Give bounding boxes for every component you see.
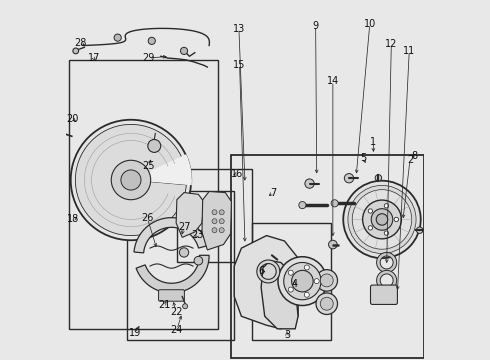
Circle shape [219,228,224,233]
Circle shape [148,139,161,152]
Circle shape [316,270,338,291]
Circle shape [416,227,423,233]
Text: 8: 8 [411,150,417,161]
Circle shape [368,226,372,230]
Text: 25: 25 [143,161,155,171]
Circle shape [73,48,78,54]
Text: 7: 7 [270,188,276,198]
Circle shape [292,270,313,292]
Circle shape [299,202,306,209]
FancyBboxPatch shape [159,290,184,301]
Text: 22: 22 [170,307,182,317]
Circle shape [194,256,203,265]
Circle shape [375,175,382,181]
Text: 10: 10 [364,19,376,29]
Text: 23: 23 [192,230,204,239]
Text: 13: 13 [233,24,245,34]
Circle shape [121,170,141,190]
Circle shape [148,37,155,44]
Bar [126,191,234,339]
FancyBboxPatch shape [370,285,397,305]
Circle shape [384,231,389,235]
Polygon shape [134,218,208,253]
Circle shape [288,270,294,275]
Circle shape [348,185,416,253]
Text: 14: 14 [327,76,339,86]
Circle shape [329,240,337,249]
Text: 3: 3 [284,330,290,340]
Text: 28: 28 [74,38,87,48]
Text: 1: 1 [370,138,376,147]
Wedge shape [131,154,192,185]
Circle shape [219,210,224,215]
Circle shape [371,209,393,230]
Circle shape [363,200,401,239]
Text: 2: 2 [407,155,413,165]
Circle shape [314,279,319,284]
Text: 15: 15 [233,60,246,70]
Circle shape [71,120,191,240]
Circle shape [212,219,217,224]
Circle shape [288,287,294,292]
Text: 4: 4 [292,279,297,289]
Circle shape [111,160,151,200]
Circle shape [305,179,314,188]
Circle shape [316,293,338,315]
Circle shape [114,34,122,41]
Circle shape [183,304,188,309]
Polygon shape [202,192,231,250]
Text: 21: 21 [158,300,171,310]
Text: 18: 18 [67,215,79,224]
Wedge shape [75,125,186,235]
Circle shape [368,209,372,213]
Circle shape [331,200,338,207]
Text: 20: 20 [67,114,79,124]
Text: 27: 27 [178,222,190,231]
Text: 9: 9 [313,21,318,31]
Bar [177,169,252,262]
Circle shape [384,204,389,208]
Text: 6: 6 [258,266,264,276]
Circle shape [344,174,354,183]
Bar [252,223,331,339]
Bar [231,155,423,357]
Bar [69,60,218,329]
Circle shape [343,181,421,258]
Text: 29: 29 [142,53,154,63]
Polygon shape [136,255,209,293]
Circle shape [212,228,217,233]
Text: 11: 11 [403,46,416,56]
Circle shape [278,257,327,306]
Text: 12: 12 [385,39,397,49]
Circle shape [352,190,412,249]
Circle shape [394,217,398,222]
Circle shape [320,297,333,310]
Circle shape [304,292,309,297]
Circle shape [212,210,217,215]
Circle shape [179,248,189,257]
Circle shape [320,274,333,287]
Circle shape [219,219,224,224]
Text: 26: 26 [141,213,154,223]
Text: 19: 19 [129,328,141,338]
Text: 5: 5 [360,153,367,163]
Text: 17: 17 [88,53,100,63]
Circle shape [304,265,309,270]
Circle shape [284,262,321,300]
Circle shape [180,47,188,54]
Text: 16: 16 [231,168,243,179]
Text: 24: 24 [171,325,183,334]
Circle shape [376,214,388,225]
Polygon shape [176,193,204,237]
Polygon shape [234,235,299,329]
Polygon shape [261,261,298,329]
